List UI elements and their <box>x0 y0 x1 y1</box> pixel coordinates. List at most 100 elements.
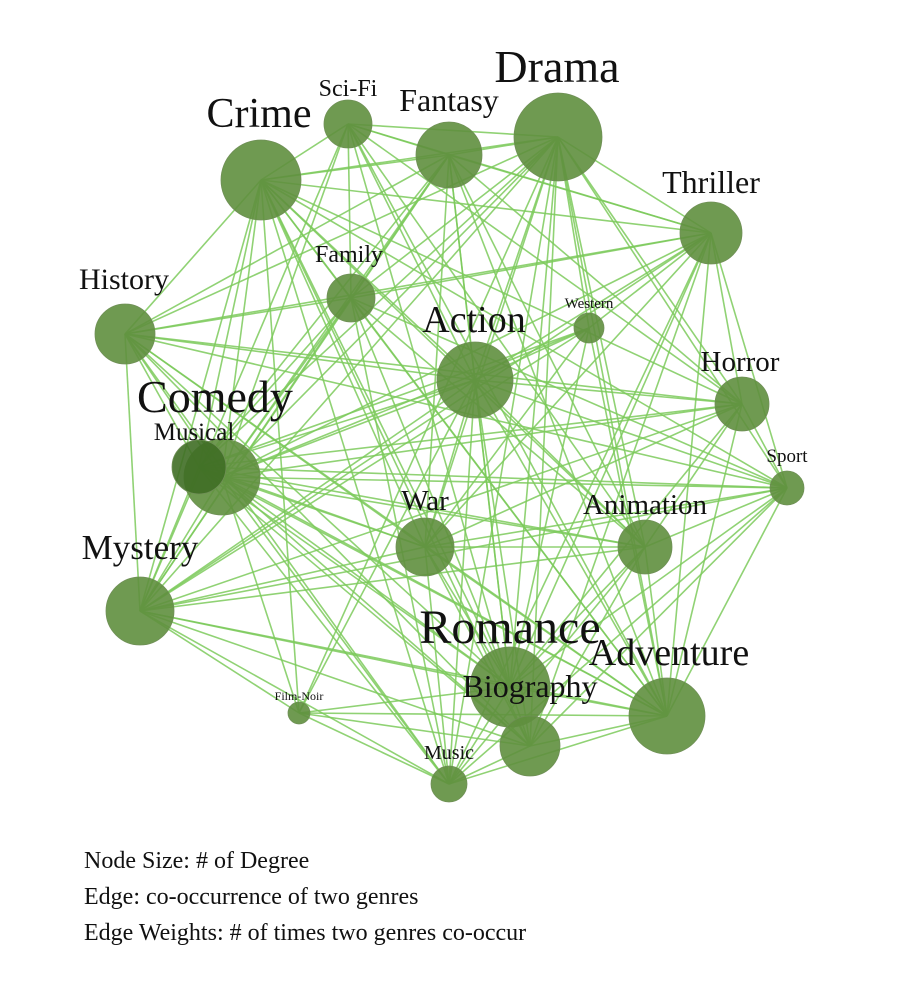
legend-edge: Edge: co-occurrence of two genres <box>84 884 419 910</box>
edge-drama-musical <box>198 136 559 468</box>
edge-history-action <box>124 333 476 381</box>
node-label-comedy: Comedy <box>137 371 293 422</box>
node-musical <box>171 439 227 495</box>
node-label-western: Western <box>565 296 614 312</box>
edge-mystery-music <box>139 610 450 785</box>
edge-drama-animation <box>557 136 646 548</box>
edge-scifi-action <box>347 123 476 381</box>
edge-action-music <box>448 379 476 785</box>
edge-comedy-animation <box>221 476 646 548</box>
edge-family-animation <box>350 297 646 548</box>
node-label-biography: Biography <box>462 668 597 704</box>
edge-action-comedy <box>221 379 476 478</box>
node-label-scifi: Sci-Fi <box>319 76 378 102</box>
edge-action-animation <box>474 379 646 548</box>
node-label-war: War <box>401 485 449 517</box>
edge-crime-filmnoir <box>260 179 300 714</box>
edge-sport-war <box>424 487 788 548</box>
edge-comedy-music <box>221 476 450 785</box>
edge-horror-mystery <box>139 403 743 612</box>
edge-action-mystery <box>139 379 476 612</box>
node-layer <box>94 92 805 803</box>
edge-thriller-sport <box>710 232 788 489</box>
legend: Node Size: # of Degree Edge: co-occurren… <box>84 843 526 951</box>
edge-sport-mystery <box>139 487 788 612</box>
edge-fantasy-history <box>124 154 450 335</box>
node-label-musical: Musical <box>154 419 235 446</box>
node-biography <box>499 715 561 777</box>
edge-western-adventure <box>588 327 668 717</box>
edge-scifi-horror <box>347 123 743 405</box>
edge-war-adventure <box>424 546 668 717</box>
edge-crime-thriller <box>260 179 712 234</box>
node-horror <box>714 376 770 432</box>
genre-network-graph: Drama Crime Sci-Fi Fantasy Thriller Family His… <box>79 41 808 803</box>
edge-thriller-family <box>350 232 712 299</box>
edge-musical-romance <box>198 466 511 688</box>
node-label-animation: Animation <box>583 489 708 521</box>
node-label-adventure: Adventure <box>589 632 749 674</box>
edge-filmnoir-music <box>298 712 450 785</box>
edge-scifi-mystery <box>139 123 349 612</box>
edge-horror-animation <box>644 403 743 548</box>
edge-horror-musical <box>198 403 743 468</box>
edge-drama-history <box>124 136 559 335</box>
edge-drama-adventure <box>557 136 668 717</box>
edge-thriller-war <box>424 232 712 548</box>
node-label-mystery: Mystery <box>82 528 199 567</box>
edge-sport-biography <box>529 487 788 747</box>
legend-edge-weights: Edge Weights: # of times two genres co-o… <box>84 920 527 946</box>
node-crime <box>220 139 302 221</box>
node-filmnoir <box>287 701 311 725</box>
node-label-horror: Horror <box>701 346 780 378</box>
edge-drama-romance <box>509 136 559 688</box>
edge-action-filmnoir <box>298 379 476 714</box>
edge-crime-biography <box>260 179 531 747</box>
node-label-romance: Romance <box>419 601 600 654</box>
edge-animation-biography <box>529 546 646 747</box>
edge-western-romance <box>509 327 590 688</box>
edge-animation-music <box>448 546 646 785</box>
legend-node-size: Node Size: # of Degree <box>84 848 310 874</box>
node-label-crime: Crime <box>207 91 312 137</box>
edge-family-history <box>124 297 352 335</box>
label-layer: Drama Crime Sci-Fi Fantasy Thriller Family His… <box>79 41 808 764</box>
node-family <box>326 273 376 323</box>
node-history <box>94 303 156 365</box>
edge-comedy-sport <box>221 476 788 489</box>
node-war <box>395 517 455 577</box>
edge-layer <box>124 123 788 785</box>
edge-action-adventure <box>474 379 668 717</box>
edge-scifi-family <box>347 123 352 299</box>
edge-war-mystery <box>139 546 426 612</box>
edge-thriller-romance <box>509 232 712 688</box>
edge-sport-adventure <box>666 487 788 717</box>
edge-crime-sport <box>260 179 788 489</box>
node-western <box>573 312 605 344</box>
node-label-fantasy: Fantasy <box>399 82 499 118</box>
edge-crime-war <box>260 179 426 548</box>
edge-musical-sport <box>198 466 788 489</box>
node-music <box>430 765 468 803</box>
edge-history-horror <box>124 333 743 405</box>
edge-fantasy-thriller <box>448 154 712 234</box>
node-action <box>436 341 514 419</box>
edge-horror-comedy <box>221 403 743 478</box>
edge-mystery-adventure <box>139 610 668 717</box>
edge-musical-adventure <box>198 466 668 717</box>
edge-history-music <box>124 333 450 785</box>
edge-animation-mystery <box>139 546 646 612</box>
edge-drama-filmnoir <box>298 136 559 714</box>
node-drama <box>513 92 603 182</box>
node-label-family: Family <box>315 242 383 268</box>
edge-musical-music <box>198 466 450 785</box>
edge-thriller-biography <box>529 232 712 747</box>
node-label-action: Action <box>422 299 525 341</box>
edge-crime-comedy <box>221 179 262 478</box>
edge-western-musical <box>198 327 590 468</box>
edge-war-music <box>424 546 450 785</box>
edge-crime-mystery <box>139 179 262 612</box>
node-label-drama: Drama <box>494 41 619 92</box>
edge-history-mystery <box>124 333 141 612</box>
node-adventure <box>628 677 706 755</box>
